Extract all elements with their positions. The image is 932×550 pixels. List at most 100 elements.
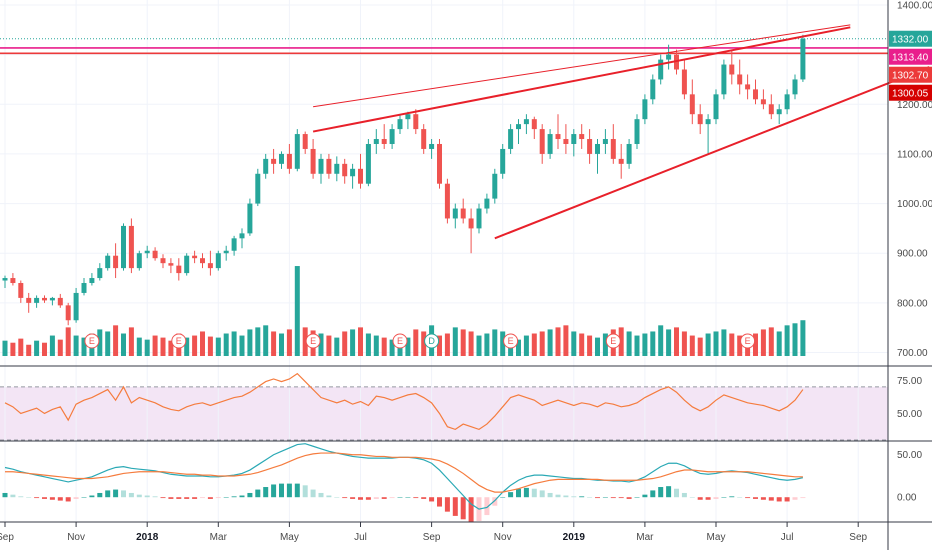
volume-bar [705,333,711,356]
macd-histogram-bar [271,484,277,498]
macd-histogram-bar [97,492,103,498]
macd-histogram-bar [152,496,158,498]
volume-bar [18,338,24,356]
macd-histogram-bar [587,497,593,498]
candle-body [516,124,521,130]
volume-bar [452,327,458,356]
volume-bar [697,337,703,356]
candle-body [666,54,672,60]
macd-histogram-bar [610,497,616,499]
candle-body [176,265,182,274]
candle-body [73,292,79,321]
candle-body [539,129,545,154]
volume-bar [618,327,624,356]
macd-histogram-bar [768,497,774,501]
macd-pane [2,443,806,522]
event-marker [740,333,756,349]
candle-body [152,250,158,259]
event-marker [171,333,187,349]
price-tag-label: 1332.00 [892,35,929,46]
volume-bar [729,333,735,356]
macd-histogram-bar [18,496,24,498]
trendlines[interactable] [312,24,930,240]
candle-body [342,163,348,177]
rsi-tick-label: 75.00 [897,376,922,387]
volume-bar [73,335,79,356]
macd-histogram-bar [389,497,395,499]
candle-body [721,64,727,95]
volume-bar [563,325,569,356]
macd-histogram-bar [484,497,490,516]
volume-bar [49,335,55,356]
macd-histogram-bar [429,497,435,502]
candle-body [476,208,482,229]
macd-histogram-bar [381,497,387,499]
macd-histogram-bar [10,494,16,498]
macd-histogram-bar [776,497,782,502]
candle-body [681,69,687,95]
volume-bar [405,337,411,356]
volume-bar [65,327,71,356]
volume-bar [2,340,8,356]
candle-body [231,238,237,251]
time-tick-label: May [280,532,299,543]
macd-histogram-bar [602,497,608,498]
volume-bar [286,329,292,356]
volume-bar [152,335,158,356]
volume-bar [136,337,142,356]
macd-histogram-bar [745,497,751,499]
candle-body [579,134,585,140]
macd-histogram-bar [263,487,269,498]
volume-bar [674,327,679,356]
candle-body [642,99,648,120]
candle-body [65,305,71,321]
macd-histogram-bar [302,485,308,498]
volume-bar [595,337,600,356]
event-marker-label: E [610,336,616,346]
macd-histogram-bar [105,490,111,498]
time-tick-label: Jul [354,532,367,543]
volume-bar [318,333,324,356]
candle-body [57,297,63,306]
volume-bar [666,329,672,356]
candle-body [26,297,32,303]
macd-histogram-bar [437,497,442,507]
event-marker [503,333,519,349]
time-tick-label: May [707,532,726,543]
macd-histogram-bar [800,497,806,499]
candle-body [223,250,229,254]
macd-histogram-bar [674,488,679,498]
macd-histogram-bar [26,497,32,498]
time-tick-label: Sep [0,532,14,543]
volume-bar [105,331,111,356]
macd-histogram-bar [255,489,261,498]
macd-histogram-bar [168,497,174,499]
candle-body [255,173,261,204]
volume-bar [279,333,284,356]
candle-body [121,225,126,269]
macd-histogram-bar [421,497,427,499]
time-tick-label: 2018 [136,532,159,543]
macd-histogram-bar [192,497,198,499]
macd-histogram-bar [223,497,229,498]
time-tick-label: Jul [781,532,794,543]
candle-body [358,168,363,184]
volume-bar [555,327,561,356]
price-tag [889,66,932,83]
macd-histogram-bar [737,497,743,498]
price-tick-label: 800.00 [897,298,928,309]
candle-body [192,255,198,259]
price-tag [889,48,932,65]
volume-bar [365,333,371,356]
event-marker-label: E [745,336,751,346]
candle-body [753,89,758,100]
candle-body [215,253,221,269]
candle-body [168,263,174,266]
volume-bar [587,335,593,356]
candlesticks[interactable] [2,34,806,326]
macd-histogram-bar [350,497,356,499]
volume-bar [128,327,134,356]
